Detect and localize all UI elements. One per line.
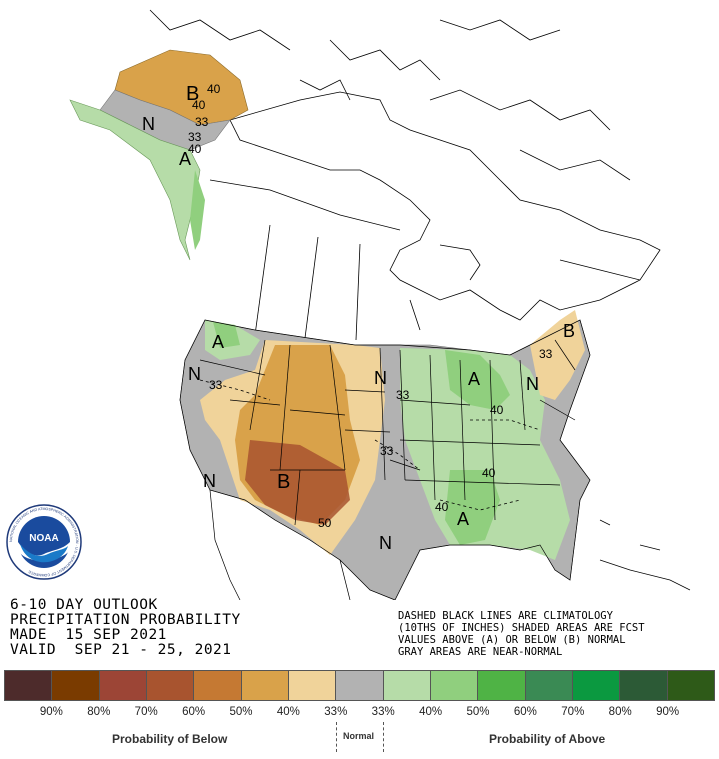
label-w-33: 33 (209, 378, 223, 392)
legend-swatch (52, 671, 100, 700)
legend-swatch (478, 671, 526, 700)
label-alaska-33a: 33 (195, 115, 209, 129)
label-se-40a: 40 (482, 466, 496, 480)
legend-swatch (525, 671, 573, 700)
legend-percent-label: 60% (182, 706, 206, 718)
label-midwest-a: A (468, 369, 480, 389)
noaa-logo: NOAA NATIONAL OCEANIC AND ATMOSPHERIC AD… (6, 504, 82, 580)
legend-swatch (572, 671, 621, 700)
legend-percent-label: 33% (324, 706, 348, 718)
legend-percent-label: 40% (276, 706, 300, 718)
legend-caption-normal: Normal (343, 731, 375, 741)
legend-swatch (146, 671, 195, 700)
legend-percent-label: 80% (87, 706, 111, 718)
state-boundaries (179, 319, 591, 600)
legend-swatch (667, 671, 714, 700)
label-se-40b: 40 (435, 500, 449, 514)
title-line3: MADE 15 SEP 2021 (10, 627, 167, 643)
notes-block: DASHED BLACK LINES ARE CLIMATOLOGY (10THS… (398, 610, 645, 658)
label-plains-33a: 33 (396, 388, 410, 402)
legend-swatch (336, 671, 384, 700)
note-line3: VALUES ABOVE (A) OR BELOW (B) NORMAL (398, 634, 626, 646)
legend-percent-label: 90% (39, 706, 63, 718)
label-east-33: 33 (539, 347, 553, 361)
legend-caption-above: Probability of Above (489, 732, 606, 746)
label-sw-50: 50 (318, 516, 332, 530)
label-alaska-40b: 40 (192, 98, 206, 112)
note-line4: GRAY AREAS ARE NEAR-NORMAL (398, 646, 563, 658)
legend-percent-label: 70% (561, 706, 585, 718)
label-sw-b: B (277, 471, 290, 493)
legend-percent-label: 60% (513, 706, 537, 718)
legend-swatch (99, 671, 147, 700)
legend-swatch (383, 671, 431, 700)
conus-regions (179, 310, 591, 600)
label-alaska-b: B (186, 83, 199, 105)
title-line4: VALID SEP 21 - 25, 2021 (10, 642, 232, 658)
label-w-n: N (188, 364, 201, 384)
note-line2: (10THS OF INCHES) SHADED AREAS ARE FCST (398, 622, 645, 634)
label-nw-a: A (212, 332, 224, 352)
legend-percent-label: 70% (134, 706, 158, 718)
label-se-a: A (457, 509, 469, 529)
label-plains-n: N (374, 368, 387, 388)
label-east-n: N (526, 374, 539, 394)
legend-swatch (194, 671, 242, 700)
label-alaska-a: A (179, 149, 191, 169)
normal-divider-left (336, 722, 337, 752)
outlook-title-block: 6-10 DAY OUTLOOK PRECIPITATION PROBABILIT… (10, 598, 241, 658)
legend-swatch (430, 671, 479, 700)
noaa-logo-text: NOAA (29, 533, 58, 544)
alaska-region (69, 49, 249, 261)
legend-percent-label: 50% (466, 706, 490, 718)
label-alaska-40c: 40 (188, 142, 202, 156)
legend-percent-label: 90% (656, 706, 680, 718)
normal-divider-right (383, 722, 384, 752)
label-plains-33b: 33 (380, 444, 394, 458)
label-texas-n: N (379, 533, 392, 553)
label-ne-b: B (563, 321, 575, 341)
legend-percent-label: 33% (371, 706, 395, 718)
label-alaska-40a: 40 (207, 82, 221, 96)
legend-swatch (241, 671, 289, 700)
canada-outline (149, 9, 661, 341)
legend-percent-label: 40% (419, 706, 443, 718)
mexico-outline (209, 489, 691, 600)
title-line1: 6-10 DAY OUTLOOK (10, 597, 158, 613)
legend-swatch (288, 671, 337, 700)
legend-swatch (620, 671, 668, 700)
legend-percent-label: 50% (229, 706, 253, 718)
label-alaska-33b: 33 (188, 130, 202, 144)
legend-color-bar (4, 670, 715, 701)
note-line1: DASHED BLACK LINES ARE CLIMATOLOGY (398, 610, 613, 622)
title-line2: PRECIPITATION PROBABILITY (10, 612, 241, 628)
label-alaska-n: N (142, 114, 155, 134)
label-sw-n: N (203, 471, 216, 491)
legend-swatch (5, 671, 53, 700)
legend-percent-label: 80% (608, 706, 632, 718)
climatology-lines (199, 379, 541, 511)
legend-caption-below: Probability of Below (112, 732, 228, 746)
label-midwest-40: 40 (490, 403, 504, 417)
outlook-map: B 40 40 33 33 N A 40 A N 33 N B 50 N 33 … (69, 9, 691, 600)
